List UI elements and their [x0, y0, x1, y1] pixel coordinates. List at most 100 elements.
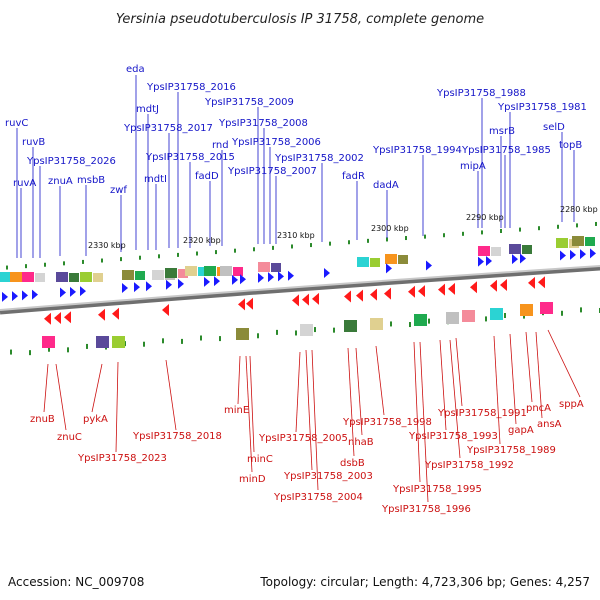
gene-label[interactable]: minE [224, 405, 249, 416]
gene-label[interactable]: YpsIP31758_2006 [231, 137, 321, 148]
gene-label[interactable]: nhaB [348, 437, 374, 448]
gene-label[interactable]: sppA [559, 399, 584, 410]
gene-label[interactable]: ruvB [22, 137, 45, 148]
gene-label[interactable]: YpsIP31758_2018 [132, 431, 222, 442]
gene-label[interactable]: YpsIP31758_2003 [283, 471, 373, 482]
gene-label[interactable]: dsbB [340, 458, 365, 469]
gene-label[interactable]: YpsIP31758_2009 [204, 97, 294, 108]
gene-label[interactable]: YpsIP31758_2002 [274, 153, 364, 164]
forward-gene-arrow [134, 282, 140, 293]
gene-label[interactable]: YpsIP31758_1985 [461, 145, 551, 156]
leader-line [375, 345, 385, 416]
gene-label[interactable]: pykA [83, 414, 108, 425]
reverse-gene-arrow [162, 304, 169, 317]
gene-label[interactable]: mipA [460, 161, 486, 172]
gene-label[interactable]: YpsIP31758_2017 [123, 123, 213, 134]
gene-label[interactable]: fadD [195, 171, 219, 182]
gene-label[interactable]: YpsIP31758_2023 [77, 453, 167, 464]
gene-label[interactable]: gapA [508, 425, 534, 436]
gene-feature-block [56, 272, 68, 282]
gene-label[interactable]: znuA [48, 176, 73, 187]
gene-label[interactable]: znuB [30, 414, 55, 425]
tick-mark [25, 264, 27, 269]
gene-label[interactable]: topB [559, 140, 582, 151]
gene-label[interactable]: YpsIP31758_2004 [273, 492, 363, 503]
tick-mark [405, 236, 407, 241]
forward-gene-arrow [278, 271, 284, 282]
gene-label[interactable]: YpsIP31758_1991 [437, 408, 527, 419]
gene-label[interactable]: minD [239, 474, 266, 485]
gene-feature-block [357, 257, 369, 267]
gene-label[interactable]: znuC [57, 432, 82, 443]
gene-label[interactable]: selD [543, 122, 565, 133]
gene-label[interactable]: ansA [537, 419, 562, 430]
gene-label[interactable]: fadR [342, 171, 365, 182]
gene-label[interactable]: YpsIP31758_1988 [436, 88, 526, 99]
gene-label[interactable]: eda [126, 64, 145, 75]
gene-label[interactable]: YpsIP31758_2026 [26, 156, 116, 167]
reverse-gene-arrow [528, 276, 535, 289]
gene-label[interactable]: YpsIP31758_2005 [258, 433, 348, 444]
gene-label[interactable]: YpsIP31758_1989 [466, 445, 556, 456]
forward-gene-arrow [22, 290, 28, 301]
gene-feature-block [446, 312, 459, 324]
tick-mark [329, 241, 331, 246]
gene-label[interactable]: msrB [489, 126, 515, 137]
forward-gene-arrow [240, 274, 246, 285]
gene-label[interactable]: YpsIP31758_2015 [145, 152, 235, 163]
gene-label[interactable]: mdtJ [136, 104, 159, 115]
tick-mark [219, 336, 221, 342]
gene-feature-block [220, 266, 232, 276]
forward-gene-arrow [214, 276, 220, 287]
gene-feature-block [10, 272, 22, 282]
gene-feature-block [344, 320, 357, 332]
gene-feature-block [42, 336, 55, 348]
gene-label[interactable]: pncA [526, 403, 551, 414]
forward-gene-arrow [232, 274, 238, 285]
gene-label[interactable]: YpsIP31758_1995 [392, 484, 482, 495]
gene-feature-block [585, 237, 595, 246]
gene-label[interactable]: YpsIP31758_1996 [381, 504, 471, 515]
tick-mark [234, 248, 236, 253]
gene-feature-block [80, 272, 92, 282]
reverse-gene-arrow [98, 308, 105, 321]
gene-label[interactable]: YpsIP31758_1981 [497, 102, 587, 113]
tick-mark [390, 321, 392, 327]
gene-label[interactable]: YpsIP31758_1992 [424, 460, 514, 471]
tick-mark [485, 316, 487, 322]
forward-gene-arrow [288, 270, 294, 281]
leader-line [493, 335, 501, 445]
gene-label[interactable]: YpsIP31758_1998 [342, 417, 432, 428]
gene-feature-block [522, 245, 532, 254]
gene-label[interactable]: YpsIP31758_2008 [218, 118, 308, 129]
forward-gene-arrow [324, 268, 330, 279]
gene-feature-block [385, 254, 397, 264]
forward-gene-arrow [520, 253, 526, 264]
gene-label[interactable]: ruvC [5, 118, 28, 129]
leader-line [115, 361, 119, 453]
gene-label[interactable]: YpsIP31758_1993 [408, 431, 498, 442]
tick-mark [196, 251, 198, 256]
gene-label[interactable]: mdtI [144, 174, 167, 185]
reverse-gene-arrow [408, 285, 415, 298]
gene-label[interactable]: ruvA [13, 178, 36, 189]
gene-label[interactable]: dadA [373, 180, 399, 191]
gene-label[interactable]: YpsIP31758_1994 [372, 145, 462, 156]
gene-label[interactable]: YpsIP31758_2016 [146, 82, 236, 93]
coord-label: 2310 kbp [277, 231, 315, 240]
gene-label[interactable]: msbB [77, 175, 105, 186]
gene-label[interactable]: YpsIP31758_2007 [227, 166, 317, 177]
tick-mark [82, 259, 84, 264]
tick-mark [561, 310, 563, 316]
gene-label[interactable]: zwf [110, 185, 127, 196]
tick-mark [481, 230, 483, 235]
reverse-gene-arrow [312, 292, 319, 305]
reverse-gene-arrow [64, 311, 71, 324]
gene-label[interactable]: minC [247, 454, 273, 465]
reverse-gene-arrow [490, 279, 497, 292]
gene-feature-block [69, 273, 79, 282]
tick-mark [215, 250, 217, 255]
tick-mark [257, 333, 259, 339]
forward-gene-arrow [178, 278, 184, 289]
gene-label[interactable]: rnd [212, 140, 229, 151]
